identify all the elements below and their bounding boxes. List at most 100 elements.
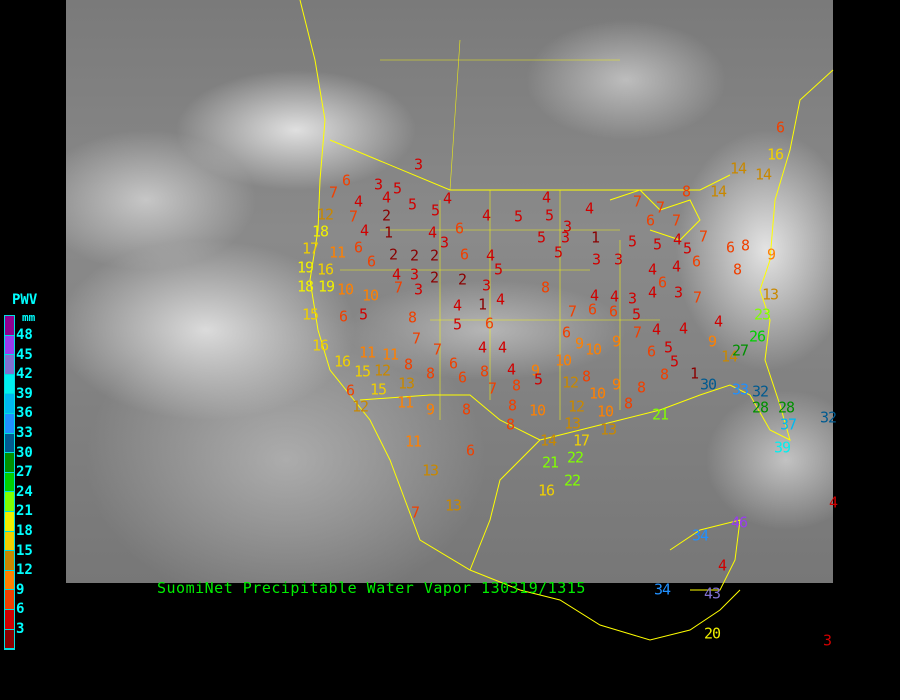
station-pwv-value: 2	[429, 246, 439, 265]
station-pwv-value: 6	[561, 323, 571, 342]
legend-tick-label: 33	[16, 425, 33, 441]
station-pwv-value: 32	[819, 408, 837, 427]
station-pwv-value: 16	[537, 481, 555, 500]
station-pwv-value: 2	[381, 206, 391, 225]
station-pwv-value: 37	[779, 415, 797, 434]
province-line	[449, 39, 461, 191]
station-pwv-value: 3	[413, 280, 423, 299]
station-pwv-value: 2	[457, 270, 467, 289]
station-pwv-value: 5	[513, 207, 523, 226]
station-pwv-value: 6	[465, 441, 475, 460]
legend-swatch	[5, 531, 14, 552]
station-pwv-value: 14	[709, 182, 727, 201]
station-pwv-value: 11	[381, 345, 399, 364]
legend-tick-label: 48	[16, 327, 33, 343]
station-pwv-value: 6	[484, 314, 494, 333]
station-pwv-value: 7	[432, 340, 442, 359]
station-pwv-value: 6	[646, 342, 656, 361]
station-pwv-value: 4	[672, 230, 682, 249]
legend-swatch	[5, 335, 14, 356]
station-pwv-value: 12	[316, 205, 334, 224]
map-title: SuomiNet Precipitable Water Vapor 130319…	[157, 579, 586, 597]
station-pwv-value: 4	[477, 338, 487, 357]
station-pwv-value: 8	[740, 236, 750, 255]
station-pwv-value: 12	[373, 361, 391, 380]
legend-tick-label: 42	[16, 366, 33, 383]
station-pwv-value: 8	[507, 396, 517, 415]
station-pwv-value: 13	[761, 285, 779, 304]
station-pwv-value: 4	[353, 192, 363, 211]
station-pwv-value: 6	[657, 273, 667, 292]
station-pwv-value: 5	[627, 232, 637, 251]
station-pwv-value: 43	[703, 584, 721, 603]
station-pwv-value: 26	[748, 327, 766, 346]
station-pwv-value: 4	[651, 320, 661, 339]
legend-tick-label: 3	[16, 621, 25, 637]
station-pwv-value: 8	[732, 260, 742, 279]
station-pwv-value: 5	[407, 195, 417, 214]
station-pwv-value: 30	[699, 375, 717, 394]
station-pwv-value: 6	[341, 171, 351, 190]
legend-swatch	[5, 551, 14, 571]
station-pwv-value: 15	[369, 380, 387, 399]
legend-tick-label: 45	[16, 346, 33, 363]
station-pwv-value: 7	[410, 503, 420, 522]
station-pwv-value: 7	[655, 198, 665, 217]
station-pwv-value: 7	[632, 323, 642, 342]
legend-swatch	[5, 374, 14, 395]
station-pwv-value: 28	[777, 398, 795, 417]
legend-swatch	[5, 472, 14, 493]
station-pwv-value: 1	[689, 364, 699, 383]
station-pwv-value: 8	[511, 376, 521, 395]
station-pwv-value: 14	[729, 159, 747, 178]
station-pwv-value: 3	[613, 250, 623, 269]
great-lakes	[609, 189, 701, 241]
station-pwv-value: 13	[563, 414, 581, 433]
station-pwv-value: 4	[495, 290, 505, 309]
station-pwv-value: 6	[366, 252, 376, 271]
legend-tick-label: 27	[16, 464, 33, 481]
station-pwv-value: 6	[608, 302, 618, 321]
station-pwv-value: 4	[647, 283, 657, 302]
station-pwv-value: 34	[653, 580, 671, 599]
station-pwv-value: 3	[627, 289, 637, 308]
station-pwv-value: 6	[459, 245, 469, 264]
station-pwv-value: 2	[429, 268, 439, 287]
station-pwv-value: 4	[497, 338, 507, 357]
station-pwv-value: 6	[645, 211, 655, 230]
legend-swatch	[5, 590, 14, 610]
legend-tick-label: 30	[16, 444, 33, 461]
station-pwv-value: 9	[425, 400, 435, 419]
station-pwv-value: 10	[596, 402, 614, 421]
station-pwv-value: 7	[411, 329, 421, 348]
station-pwv-value: 4	[678, 319, 688, 338]
station-pwv-value: 8	[479, 362, 489, 381]
station-pwv-value: 3	[373, 175, 383, 194]
legend-tick-label: 6	[16, 601, 25, 618]
station-pwv-value: 10	[361, 286, 379, 305]
station-pwv-value: 28	[751, 398, 769, 417]
station-pwv-value: 10	[528, 401, 546, 420]
station-pwv-value: 5	[358, 305, 368, 324]
station-pwv-value: 3	[560, 228, 570, 247]
station-pwv-value: 3	[481, 276, 491, 295]
station-pwv-value: 8	[425, 364, 435, 383]
station-pwv-value: 7	[692, 288, 702, 307]
station-pwv-value: 4	[584, 199, 594, 218]
legend-swatch	[5, 413, 14, 434]
station-pwv-value: 4	[391, 265, 401, 284]
station-pwv-value: 6	[691, 252, 701, 271]
station-pwv-value: 6	[454, 219, 464, 238]
legend-swatch	[5, 355, 14, 375]
station-pwv-value: 8	[540, 278, 550, 297]
station-pwv-value: 7	[348, 207, 358, 226]
station-pwv-value: 11	[404, 432, 422, 451]
station-pwv-value: 21	[541, 453, 559, 472]
mexico-border	[359, 394, 541, 441]
color-legend	[4, 315, 15, 651]
station-pwv-value: 6	[338, 307, 348, 326]
station-pwv-value: 5	[669, 352, 679, 371]
station-pwv-value: 7	[487, 379, 497, 398]
